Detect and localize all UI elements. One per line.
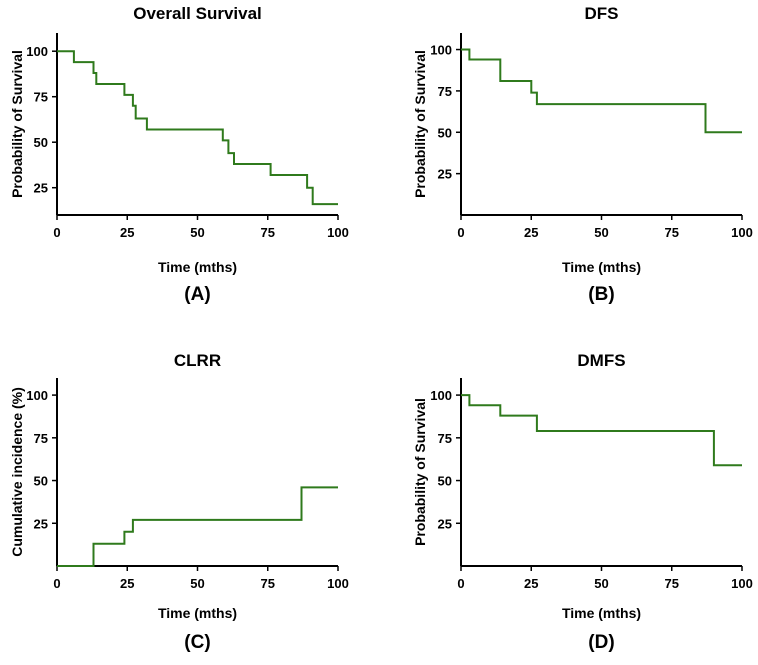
x-axis-label-c: Time (mths)	[158, 605, 237, 621]
chart-title-c: CLRR	[174, 351, 221, 370]
x-tick-label-a: 75	[261, 225, 275, 240]
panel-label-b: (B)	[588, 284, 614, 305]
y-tick-label-b: 25	[438, 167, 452, 182]
x-tick-label-c: 50	[190, 576, 204, 591]
x-tick-label-c: 75	[261, 576, 275, 591]
x-tick-label-c: 100	[327, 576, 349, 591]
x-tick-label-c: 25	[120, 576, 134, 591]
y-axis-label-c: Cumulative incidence (%)	[9, 387, 25, 557]
y-tick-label-a: 75	[34, 90, 48, 105]
x-tick-label-a: 25	[120, 225, 134, 240]
x-tick-label-a: 100	[327, 225, 349, 240]
survival-curve-b	[461, 48, 742, 134]
y-tick-label-d: 100	[430, 388, 452, 403]
x-axis-label-b: Time (mths)	[562, 259, 641, 275]
y-axis-label-a: Probability of Survival	[9, 50, 25, 198]
x-tick-label-b: 100	[731, 225, 753, 240]
panel-label-d: (D)	[588, 632, 614, 653]
y-axis-label-b: Probability of Survival	[412, 50, 428, 198]
y-tick-label-c: 50	[34, 474, 48, 489]
y-tick-label-c: 75	[34, 431, 48, 446]
y-tick-label-b: 75	[438, 84, 452, 99]
y-tick-label-a: 50	[34, 135, 48, 150]
y-tick-label-c: 100	[26, 388, 48, 403]
x-tick-label-b: 0	[457, 225, 464, 240]
x-tick-label-d: 25	[524, 576, 538, 591]
y-tick-label-d: 50	[438, 474, 452, 489]
y-tick-label-a: 25	[34, 181, 48, 196]
y-tick-label-d: 75	[438, 431, 452, 446]
y-tick-label-a: 100	[26, 44, 48, 59]
x-tick-label-b: 75	[665, 225, 679, 240]
y-tick-label-b: 50	[438, 125, 452, 140]
x-tick-label-b: 50	[594, 225, 608, 240]
chart-title-a: Overall Survival	[133, 4, 262, 23]
x-tick-label-c: 0	[53, 576, 60, 591]
x-tick-label-b: 25	[524, 225, 538, 240]
chart-title-d: DMFS	[577, 351, 625, 370]
survival-curve-a	[57, 50, 338, 206]
survival-curve-c	[57, 486, 338, 567]
x-tick-label-d: 50	[594, 576, 608, 591]
survival-curve-d	[461, 394, 742, 467]
x-tick-label-a: 0	[53, 225, 60, 240]
x-tick-label-d: 75	[665, 576, 679, 591]
panel-label-c: (C)	[184, 632, 210, 653]
x-tick-label-d: 0	[457, 576, 464, 591]
panel-label-a: (A)	[184, 284, 210, 305]
x-tick-label-d: 100	[731, 576, 753, 591]
chart-title-b: DFS	[585, 4, 619, 23]
y-axis-label-d: Probability of Survival	[412, 398, 428, 546]
y-tick-label-d: 25	[438, 516, 452, 531]
x-axis-label-a: Time (mths)	[158, 259, 237, 275]
y-tick-label-c: 25	[34, 516, 48, 531]
x-axis-label-d: Time (mths)	[562, 605, 641, 621]
y-tick-label-b: 100	[430, 43, 452, 58]
x-tick-label-a: 50	[190, 225, 204, 240]
